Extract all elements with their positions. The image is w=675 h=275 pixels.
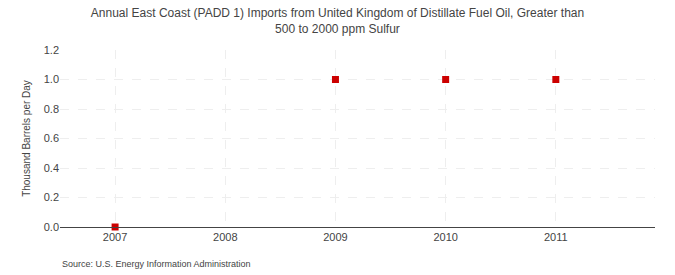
svg-text:2007: 2007: [103, 231, 127, 243]
svg-text:1.2: 1.2: [44, 44, 59, 56]
svg-text:0.0: 0.0: [44, 221, 59, 233]
svg-text:0.4: 0.4: [44, 162, 59, 174]
svg-text:1.0: 1.0: [44, 73, 59, 85]
svg-text:2009: 2009: [323, 231, 347, 243]
svg-text:0.8: 0.8: [44, 103, 59, 115]
svg-text:2011: 2011: [544, 231, 568, 243]
svg-text:0.6: 0.6: [44, 132, 59, 144]
svg-text:Source: U.S. Energy Informatio: Source: U.S. Energy Information Administ…: [62, 259, 251, 269]
svg-text:2008: 2008: [213, 231, 237, 243]
svg-text:2010: 2010: [433, 231, 457, 243]
svg-text:Annual East Coast (PADD 1) Imp: Annual East Coast (PADD 1) Imports from …: [91, 6, 584, 36]
svg-text:Thousand Barrels per Day: Thousand Barrels per Day: [21, 80, 32, 197]
svg-text:0.2: 0.2: [44, 191, 59, 203]
